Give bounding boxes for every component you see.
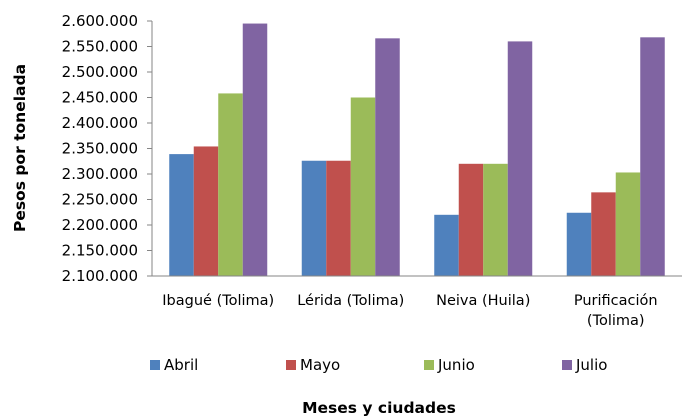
bar-mayo bbox=[458, 163, 484, 276]
y-tick-label: 2.400.000 bbox=[62, 114, 138, 132]
y-tick-label: 2.500.000 bbox=[62, 63, 138, 81]
bar-abril bbox=[169, 154, 194, 276]
bar-julio bbox=[242, 23, 268, 276]
legend-swatch-abril bbox=[150, 360, 160, 370]
bar-mayo bbox=[193, 146, 219, 276]
bar-julio bbox=[507, 41, 533, 277]
legend-label-mayo: Mayo bbox=[300, 356, 340, 374]
bars bbox=[169, 23, 665, 277]
x-axis-title: Meses y ciudades bbox=[302, 399, 456, 417]
bar-junio bbox=[218, 93, 243, 276]
legend-swatch-mayo bbox=[286, 360, 296, 370]
y-tick-label: 2.300.000 bbox=[62, 165, 138, 183]
legend-label-junio: Junio bbox=[437, 356, 475, 374]
bar-junio bbox=[350, 97, 376, 276]
y-axis-title: Pesos por tonelada bbox=[11, 64, 29, 232]
bar-junio bbox=[483, 163, 508, 276]
bar-abril bbox=[566, 212, 592, 276]
y-tick-label: 2.450.000 bbox=[62, 89, 138, 107]
y-tick-label: 2.100.000 bbox=[62, 267, 138, 285]
legend: Abril Mayo Junio Julio bbox=[150, 356, 607, 374]
x-axis-categories: Ibagué (Tolima) Lérida (Tolima) Neiva (Hui… bbox=[162, 293, 657, 329]
bar-julio bbox=[640, 37, 665, 276]
bar-mayo bbox=[326, 160, 351, 276]
y-tick-label: 2.250.000 bbox=[62, 191, 138, 209]
y-tick-label: 2.200.000 bbox=[62, 216, 138, 234]
bar-mayo bbox=[591, 192, 616, 276]
y-axis-ticks: 2.100.000 2.150.000 2.200.000 2.250.000 2.30… bbox=[62, 12, 153, 285]
category-label: Neiva (Huila) bbox=[436, 293, 530, 309]
y-tick-label: 2.600.000 bbox=[62, 12, 138, 30]
category-label: Purificación bbox=[574, 293, 658, 309]
legend-swatch-junio bbox=[424, 360, 434, 370]
y-tick-label: 2.550.000 bbox=[62, 38, 138, 56]
category-label: (Tolima) bbox=[587, 313, 645, 329]
bar-abril bbox=[434, 214, 459, 276]
legend-swatch-julio bbox=[562, 360, 572, 370]
category-label: Lérida (Tolima) bbox=[297, 293, 404, 309]
bar-abril bbox=[301, 160, 327, 276]
bar-junio bbox=[615, 172, 641, 276]
y-tick-label: 2.350.000 bbox=[62, 140, 138, 158]
bar-julio bbox=[375, 38, 400, 277]
category-label: Ibagué (Tolima) bbox=[162, 293, 274, 309]
legend-label-julio: Julio bbox=[575, 356, 607, 374]
legend-label-abril: Abril bbox=[164, 356, 198, 374]
y-tick-label: 2.150.000 bbox=[62, 242, 138, 260]
